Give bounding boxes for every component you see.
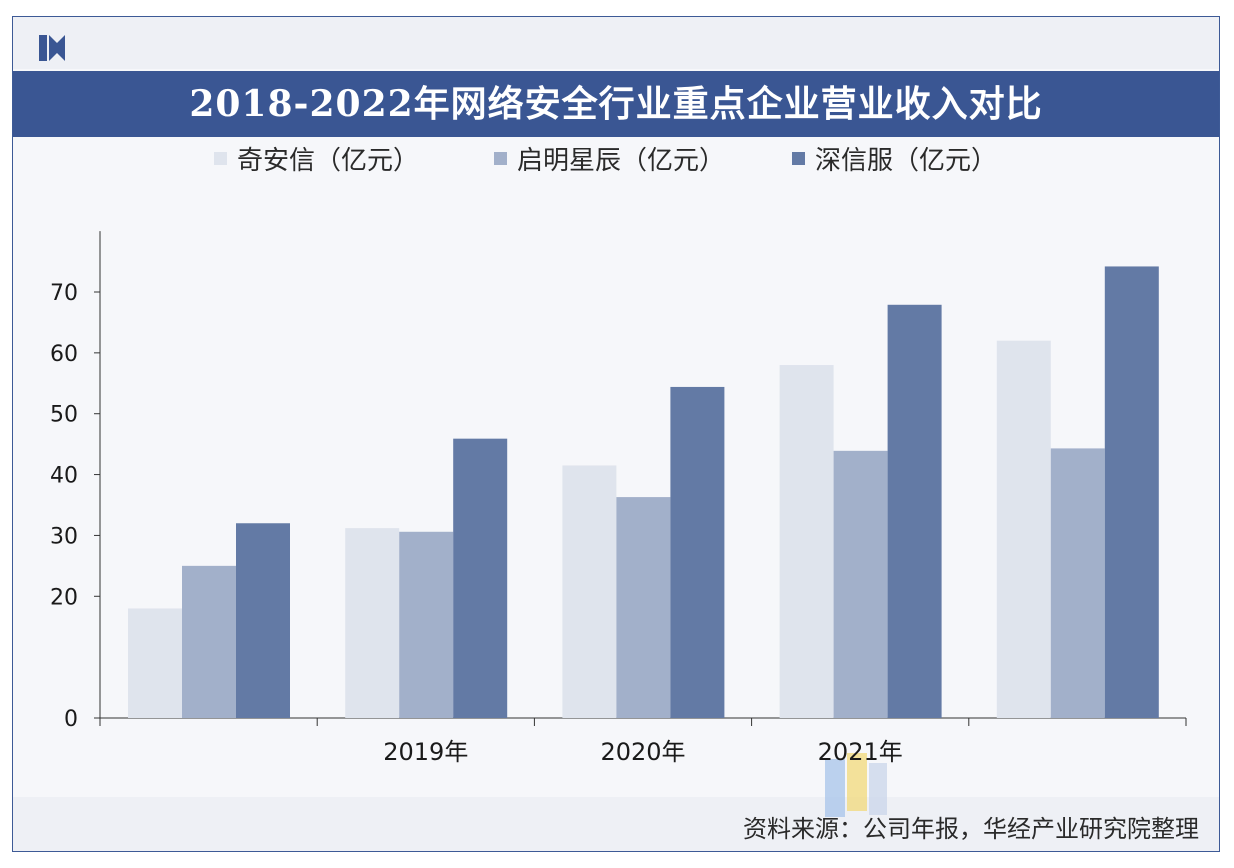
bar-2-0 (236, 523, 290, 718)
y-tick-label: 40 (50, 464, 78, 489)
bar-0-3 (779, 365, 834, 718)
y-tick-label: 30 (50, 524, 78, 549)
bar-0-1 (345, 528, 400, 718)
bar-1-4 (1050, 448, 1105, 718)
bar-0-4 (996, 340, 1051, 718)
source-note: 资料来源：公司年报，华经产业研究院整理 (743, 815, 1199, 843)
title-bar: 2018-2022年网络安全行业重点企业营业收入对比 (13, 71, 1219, 137)
watermark-logo-icon (825, 753, 887, 817)
legend-swatch-qianxin (214, 151, 227, 165)
legend-label-qianxin: 奇安信（亿元） (237, 145, 420, 176)
footer-band: 资料来源：公司年报，华经产业研究院整理 (13, 753, 1219, 851)
legend-item-sangfor: 深信服（亿元） (792, 140, 997, 176)
legend-label-venustech: 启明星辰（亿元） (517, 145, 726, 176)
bar-1-3 (833, 450, 888, 718)
bar-2-3 (887, 304, 942, 718)
bar-2-4 (1104, 266, 1159, 718)
legend-swatch-sangfor (792, 151, 805, 165)
y-tick-label: 20 (50, 585, 78, 610)
bar-1-1 (399, 531, 454, 718)
bar-1-0 (182, 565, 236, 718)
brand-logo-icon (39, 35, 65, 61)
bar-2-2 (670, 386, 725, 718)
bar-2-1 (453, 438, 508, 718)
legend-swatch-venustech (494, 151, 507, 165)
bar-0-2 (562, 465, 617, 718)
y-tick-label: 0 (64, 707, 78, 732)
header-band (13, 17, 1219, 69)
x-tick-label: 2021年 (818, 738, 903, 766)
x-tick-label: 2019年 (383, 738, 468, 766)
x-tick-label: 2020年 (600, 738, 685, 766)
y-tick-label: 60 (50, 342, 78, 367)
chart-title: 2018-2022年网络安全行业重点企业营业收入对比 (189, 83, 1043, 125)
legend-item-venustech: 启明星辰（亿元） (494, 140, 725, 176)
bar-0-0 (128, 608, 182, 718)
y-tick-label: 70 (50, 281, 78, 306)
bar-1-2 (616, 497, 671, 718)
y-tick-label: 50 (50, 403, 78, 428)
legend-item-qianxin: 奇安信（亿元） (214, 140, 419, 176)
legend-label-sangfor: 深信服（亿元） (815, 145, 998, 176)
